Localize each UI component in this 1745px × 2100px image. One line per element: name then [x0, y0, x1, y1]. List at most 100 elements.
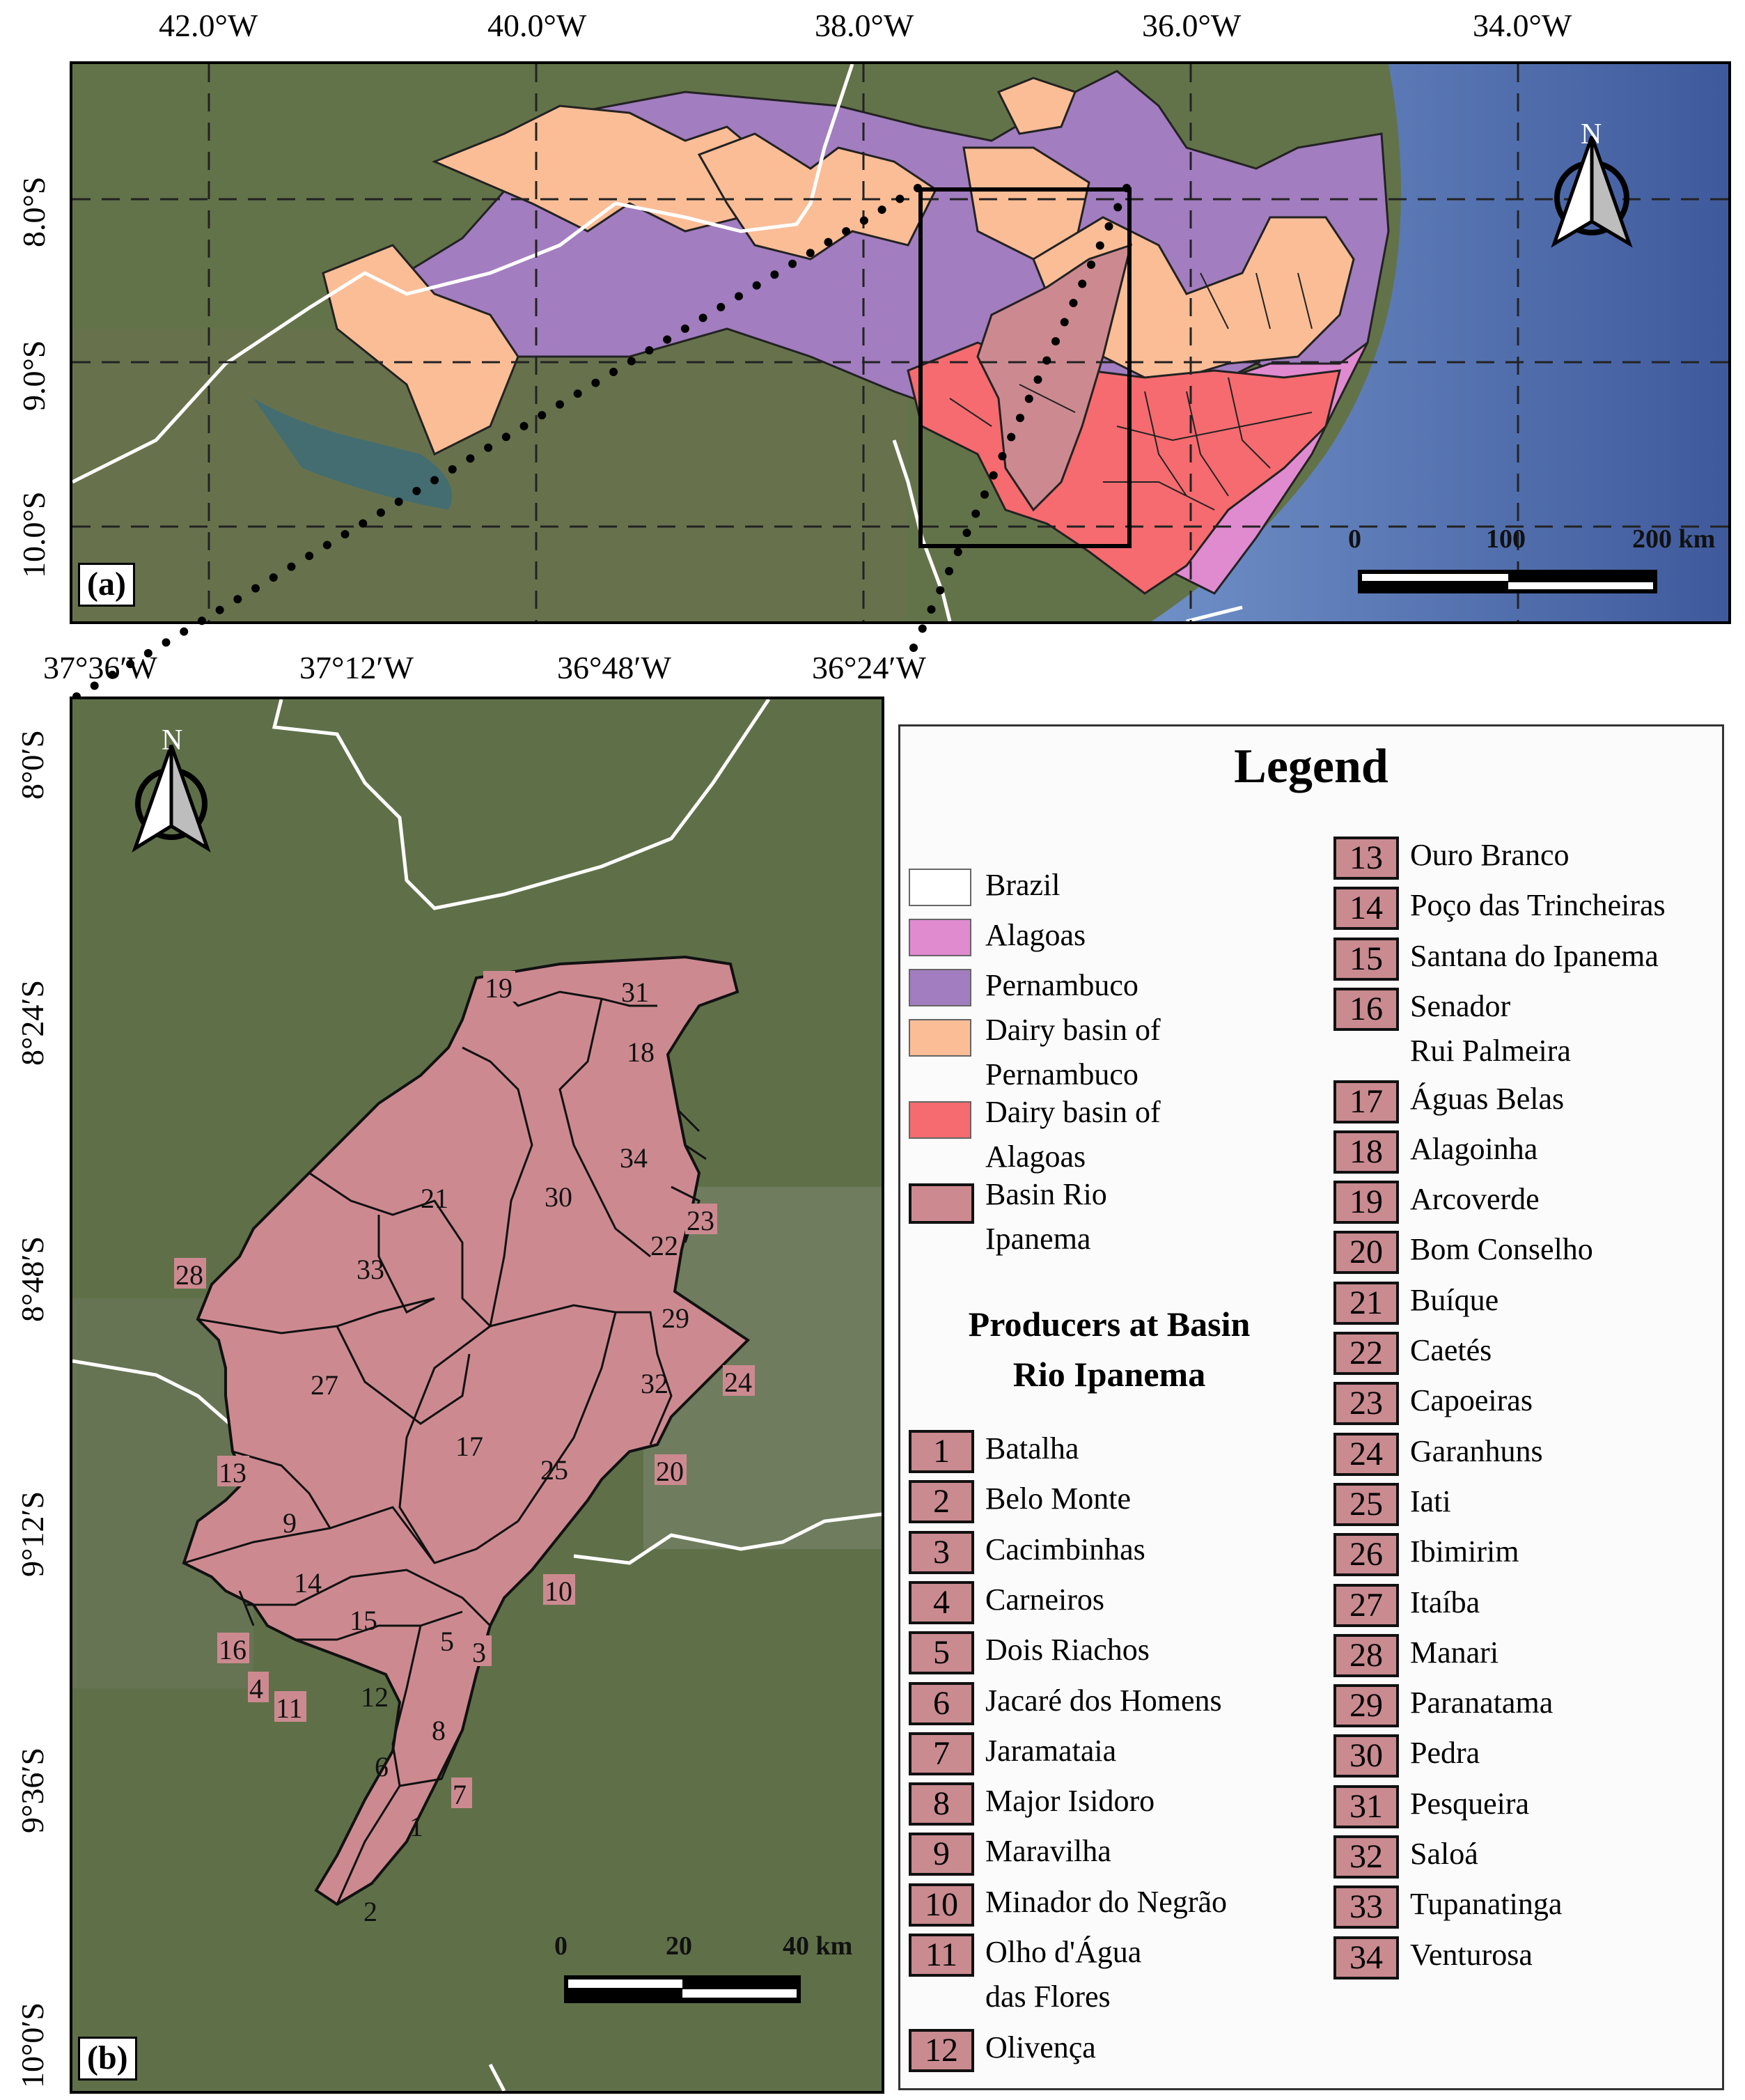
- producer-number-6: 6: [909, 1681, 974, 1725]
- producer-number-14: 14: [1333, 887, 1399, 931]
- lat-tick-b-6: 10°0′S: [15, 2002, 50, 2088]
- connector-dot: [918, 624, 927, 633]
- producer-name-2: Belo Monte: [985, 1481, 1131, 1516]
- pernambuco-dairy-basin-west: [322, 244, 519, 456]
- producer-name-8: Major Isidoro: [985, 1784, 1155, 1819]
- region-label-30: 30: [545, 1181, 572, 1213]
- producer-name-3: Cacimbinhas: [985, 1532, 1145, 1566]
- producer-name-34: Venturosa: [1410, 1937, 1533, 1972]
- producer-number-28: 28: [1333, 1633, 1399, 1677]
- north-arrow-b-icon: [132, 745, 211, 853]
- panel-a-tag: (a): [78, 563, 135, 607]
- producer-number-13: 13: [1333, 837, 1399, 880]
- producer-number-23: 23: [1333, 1382, 1399, 1426]
- region-label-27: 27: [311, 1369, 338, 1401]
- north-label-a: N: [1581, 118, 1602, 150]
- region-label-18: 18: [627, 1036, 655, 1068]
- producer-name-18: Alagoinha: [1410, 1131, 1538, 1166]
- producers-title-1: Producers at Basin: [968, 1305, 1251, 1344]
- region-label-11: 11: [276, 1693, 303, 1724]
- lon-tick-a-1: 42.0°W: [159, 8, 258, 43]
- region-label-4: 4: [249, 1673, 263, 1704]
- region-box-24: [723, 1365, 755, 1396]
- producer-number-19: 19: [1333, 1181, 1399, 1224]
- connector-dot: [162, 638, 171, 647]
- scale-b-0: 0: [554, 1931, 568, 1961]
- scale-b-20: 20: [666, 1931, 692, 1961]
- region-box-16: [217, 1633, 249, 1663]
- region-box-7: [451, 1778, 472, 1808]
- region-label-20: 20: [656, 1456, 684, 1487]
- dairy-pe-swatch: [909, 1019, 971, 1057]
- producer-name-1: Batalha: [985, 1431, 1079, 1465]
- producer-name-32: Saloá: [1410, 1837, 1478, 1871]
- region-label-17: 17: [455, 1431, 483, 1462]
- dairy-al-swatch: [909, 1101, 971, 1139]
- panel-b-tag: (b): [78, 2037, 137, 2080]
- producer-number-10: 10: [909, 1883, 974, 1927]
- legend-basin-1: Basin Rio: [985, 1177, 1107, 1211]
- pernambuco-swatch: [909, 969, 971, 1006]
- region-label-2: 2: [363, 1896, 377, 1927]
- overview-map-svg: [72, 64, 1728, 621]
- lat-tick-b-2: 8°24′S: [15, 979, 50, 1066]
- basin-rio-ipanema-detail: [182, 955, 751, 1906]
- producer-name-13: Ouro Branco: [1410, 838, 1570, 872]
- region-label-22: 22: [650, 1230, 678, 1261]
- detail-map[interactable]: 19 31 18 34 21 30 23 22 33 28 29 27 32 24 17 25 20 13 9 14 1…: [70, 697, 884, 2094]
- region-label-34: 34: [620, 1142, 648, 1174]
- overview-map[interactable]: N 0 100 200 km (a): [70, 61, 1731, 624]
- producer-name-33: Tupanatinga: [1410, 1887, 1563, 1922]
- producer-number-27: 27: [1333, 1583, 1399, 1627]
- producer-name-12: Olivença: [985, 2030, 1096, 2064]
- region-label-14: 14: [294, 1567, 322, 1599]
- lon-tick-b-1: 37°36′W: [43, 650, 157, 685]
- producer-name-16-line2: Rui Palmeira: [1410, 1033, 1571, 1068]
- region-label-3: 3: [472, 1637, 486, 1668]
- producer-name-11-line2: das Flores: [985, 1980, 1111, 2014]
- producer-name-6: Jacaré dos Homens: [985, 1683, 1222, 1718]
- producer-name-19: Arcoverde: [1410, 1182, 1540, 1217]
- producer-number-1: 1: [909, 1430, 974, 1473]
- region-box-20: [655, 1454, 687, 1485]
- region-box-11: [274, 1691, 306, 1722]
- lon-tick-a-5: 34.0°W: [1473, 8, 1572, 43]
- lat-tick-a-3: 10.0°S: [16, 491, 52, 578]
- producer-name-26: Ibimirim: [1410, 1534, 1519, 1569]
- region-label-23: 23: [687, 1205, 714, 1236]
- producers-title-2: Rio Ipanema: [1012, 1355, 1206, 1394]
- state-borders-b: [72, 699, 882, 2091]
- producer-number-31: 31: [1333, 1784, 1399, 1828]
- region-box-13: [217, 1456, 249, 1486]
- producer-number-20: 20: [1333, 1231, 1399, 1275]
- region-label-29: 29: [662, 1302, 689, 1334]
- producer-number-34: 34: [1333, 1936, 1399, 1980]
- region-box-3: [471, 1635, 492, 1666]
- producer-number-15: 15: [1333, 937, 1399, 981]
- region-label-5: 5: [440, 1626, 454, 1657]
- region-label-9: 9: [283, 1507, 297, 1539]
- producer-number-16: 16: [1333, 987, 1399, 1031]
- municipality-boundaries: [949, 272, 1313, 511]
- lon-tick-b-4: 36°24′W: [812, 650, 926, 685]
- legend-basin-2: Ipanema: [985, 1222, 1091, 1256]
- lon-tick-a-4: 36.0°W: [1142, 8, 1242, 43]
- north-arrow-icon: [1551, 136, 1633, 248]
- region-box-28: [174, 1258, 206, 1289]
- region-box-10: [543, 1574, 575, 1605]
- region-label-1: 1: [409, 1811, 423, 1842]
- producer-name-4: Carneiros: [985, 1582, 1105, 1617]
- lon-tick-b-3: 36°48′W: [557, 650, 671, 685]
- producer-name-23: Capoeiras: [1410, 1383, 1533, 1418]
- region-label-19: 19: [485, 972, 512, 1004]
- producer-name-15: Santana do Ipanema: [1410, 938, 1659, 973]
- region-label-33: 33: [357, 1254, 384, 1285]
- producer-number-12: 12: [909, 2028, 974, 2072]
- detail-extent-box: [918, 187, 1132, 548]
- region-box-4: [248, 1672, 269, 1702]
- reservoir: [253, 398, 452, 510]
- producer-name-16: Senador: [1410, 988, 1511, 1023]
- producer-number-32: 32: [1333, 1835, 1399, 1879]
- producer-name-9: Maravilha: [985, 1834, 1111, 1869]
- region-label-28: 28: [175, 1259, 203, 1291]
